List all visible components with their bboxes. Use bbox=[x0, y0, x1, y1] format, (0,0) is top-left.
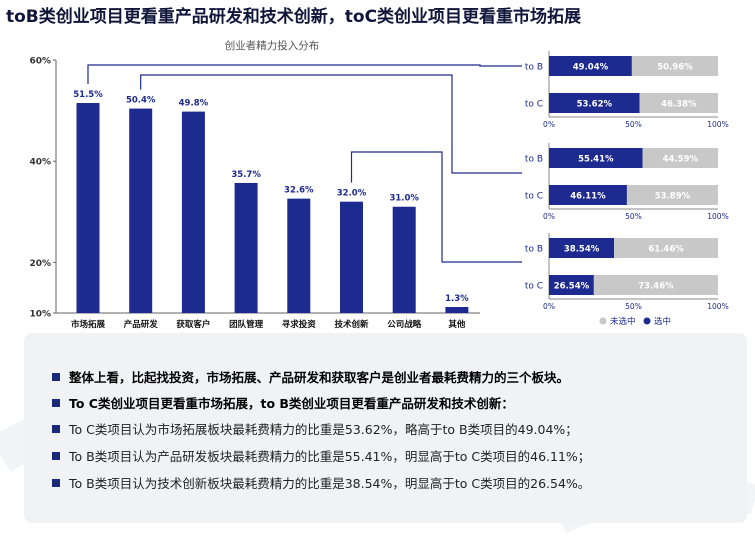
summary-item: To B类项目认为技术创新板块最耗费精力的比重是38.54%，明显高于to C类… bbox=[52, 473, 590, 492]
legend-label-unselected: 未选中 bbox=[610, 316, 636, 327]
stacked-bar-unselected bbox=[614, 238, 718, 258]
bar bbox=[287, 198, 311, 313]
stacked-bar-unselected bbox=[593, 275, 718, 295]
summary-item: To C类创业项目更看重市场拓展，to B类创业项目更看重产品研发和技术创新： bbox=[52, 393, 514, 412]
chart-title: 创业者精力投入分布 bbox=[225, 39, 320, 52]
panel-category-label: to B bbox=[525, 245, 543, 255]
bar bbox=[234, 182, 258, 313]
summary-text: To C类创业项目更看重市场拓展，to B类创业项目更看重产品研发和技术创新： bbox=[69, 396, 514, 411]
panel-x-tick-label: 100% bbox=[707, 302, 728, 311]
bar bbox=[445, 307, 469, 313]
bar-value-label: 49.8% bbox=[179, 99, 209, 109]
panel-category-label: to C bbox=[525, 100, 543, 110]
bar-value-label: 32.6% bbox=[284, 186, 314, 196]
summary-text: To B类项目认为产品研发板块最耗费精力的比重是55.41%，明显高于to C类… bbox=[69, 449, 591, 464]
summary-item: To C类项目认为市场拓展板块最耗费精力的比重是53.62%，略高于to B类项… bbox=[52, 419, 578, 438]
x-tick-label: 其他 bbox=[448, 319, 466, 330]
stacked-label-selected: 46.11% bbox=[570, 192, 606, 202]
y-tick-label: 20% bbox=[29, 259, 51, 269]
panel-x-tick-label: 0% bbox=[543, 302, 555, 311]
bar bbox=[129, 108, 153, 314]
bar-value-label: 50.4% bbox=[126, 96, 156, 106]
stacked-bar-selected bbox=[549, 275, 594, 295]
stacked-label-unselected: 53.89% bbox=[655, 192, 691, 202]
summary-panel bbox=[24, 333, 747, 523]
panel-category-label: to C bbox=[525, 192, 543, 202]
bar-value-label: 35.7% bbox=[231, 170, 261, 180]
stacked-label-selected: 26.54% bbox=[554, 282, 590, 292]
bullet-square-icon bbox=[52, 399, 60, 407]
stacked-bar-selected bbox=[549, 56, 632, 76]
x-tick-label: 团队管理 bbox=[229, 319, 264, 330]
stacked-label-unselected: 73.46% bbox=[638, 282, 674, 292]
legend-swatch-unselected bbox=[599, 317, 607, 325]
panel-category-label: to B bbox=[525, 155, 543, 165]
bullet-square-icon bbox=[52, 479, 60, 487]
panel-x-tick-label: 50% bbox=[625, 302, 642, 311]
stacked-label-selected: 55.41% bbox=[578, 155, 614, 165]
stacked-bar-selected bbox=[549, 185, 627, 205]
y-tick-label: 40% bbox=[29, 158, 51, 168]
legend-label-selected: 选中 bbox=[654, 316, 671, 327]
bar bbox=[340, 201, 363, 313]
panel-x-tick-label: 100% bbox=[707, 120, 728, 129]
bar bbox=[392, 206, 416, 313]
x-tick-label: 获取客户 bbox=[175, 319, 210, 330]
y-tick-label: 10% bbox=[29, 310, 51, 320]
stacked-label-unselected: 46.38% bbox=[661, 100, 697, 110]
stacked-label-unselected: 44.59% bbox=[663, 155, 699, 165]
panel-x-tick-label: 0% bbox=[543, 120, 555, 129]
legend-swatch-selected bbox=[643, 317, 651, 325]
stacked-label-selected: 53.62% bbox=[577, 100, 613, 110]
stacked-bar-selected bbox=[549, 148, 643, 168]
stacked-label-selected: 38.54% bbox=[564, 245, 600, 255]
x-tick-label: 技术创新 bbox=[334, 319, 369, 330]
summary-text: To C类项目认为市场拓展板块最耗费精力的比重是53.62%，略高于to B类项… bbox=[69, 422, 578, 437]
panel-x-tick-label: 50% bbox=[625, 212, 642, 221]
page-headline: toB类创业项目更看重产品研发和技术创新，toC类创业项目更看重市场拓展 bbox=[6, 7, 582, 27]
panel-category-label: to C bbox=[525, 282, 543, 292]
stacked-bar-selected bbox=[549, 238, 615, 258]
stacked-label-unselected: 50.96% bbox=[657, 63, 693, 73]
summary-item: 整体上看，比起找投资，市场拓展、产品研发和获取客户是创业者最耗费精力的三个板块。 bbox=[52, 367, 569, 386]
connector-line bbox=[140, 74, 522, 174]
connector-line bbox=[350, 151, 522, 263]
summary-item: To B类项目认为产品研发板块最耗费精力的比重是55.41%，明显高于to C类… bbox=[52, 446, 590, 465]
x-tick-label: 产品研发 bbox=[124, 319, 159, 330]
connector-line bbox=[87, 64, 522, 85]
stacked-bar-unselected bbox=[639, 93, 718, 113]
bar-value-label: 32.0% bbox=[337, 189, 367, 199]
bullet-square-icon bbox=[52, 425, 60, 433]
stacked-bar-unselected bbox=[631, 56, 718, 76]
bullet-square-icon bbox=[52, 452, 60, 460]
bullet-square-icon bbox=[52, 373, 60, 381]
panel-x-tick-label: 50% bbox=[625, 120, 642, 129]
summary-text: To B类项目认为技术创新板块最耗费精力的比重是38.54%，明显高于to C类… bbox=[69, 476, 591, 491]
bar bbox=[181, 111, 205, 313]
bar-value-label: 1.3% bbox=[445, 294, 469, 304]
panel-x-tick-label: 100% bbox=[707, 212, 728, 221]
summary-text: 整体上看，比起找投资，市场拓展、产品研发和获取客户是创业者最耗费精力的三个板块。 bbox=[69, 370, 570, 385]
stacked-label-unselected: 61.46% bbox=[648, 245, 684, 255]
x-tick-label: 寻求投资 bbox=[282, 319, 317, 330]
x-tick-label: 公司战略 bbox=[387, 319, 422, 330]
stacked-bar-unselected bbox=[642, 148, 718, 168]
stacked-bar-selected bbox=[549, 93, 640, 113]
bar-value-label: 51.5% bbox=[73, 90, 103, 100]
panel-category-label: to B bbox=[525, 63, 543, 73]
y-tick-label: 60% bbox=[29, 57, 51, 67]
panel-x-tick-label: 0% bbox=[543, 212, 555, 221]
stacked-label-selected: 49.04% bbox=[573, 63, 609, 73]
x-tick-label: 市场拓展 bbox=[71, 319, 106, 330]
bar bbox=[76, 103, 100, 313]
bar-value-label: 31.0% bbox=[389, 194, 419, 204]
stacked-bar-unselected bbox=[626, 185, 718, 205]
